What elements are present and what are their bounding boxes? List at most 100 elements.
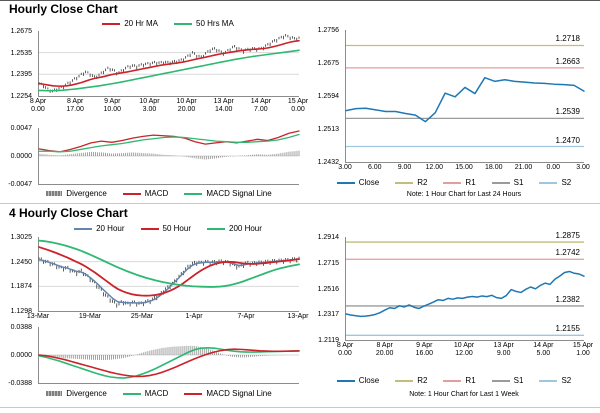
legend-label: R2	[417, 178, 428, 187]
line-swatch-icon	[140, 227, 159, 230]
line-swatch-icon	[184, 392, 203, 395]
line-swatch-icon	[443, 379, 462, 382]
x-tick-label: 7-Apr	[237, 313, 255, 320]
pivot-label-R1: 1.2663	[555, 56, 580, 66]
legend-label: Divergence	[66, 189, 107, 198]
four-hourly-close-plot	[38, 237, 300, 312]
y-tick-label: 1.2675	[10, 28, 32, 35]
legend-label: MACD	[144, 189, 169, 198]
line-swatch-icon	[491, 379, 510, 382]
y-tick-label: 1.2119	[318, 337, 339, 344]
y-tick-label: 1.2395	[10, 71, 32, 79]
y-tick-label: 0.0000	[10, 153, 32, 160]
week-y-axis: 1.2914 1.2715 1.2516 1.2317 1.2119	[306, 234, 342, 344]
four-hourly-ma-legend: 20 Hour 50 Hour 200 Hour	[38, 224, 298, 233]
line-swatch-icon	[539, 181, 558, 184]
hourly-close-plot	[38, 31, 300, 97]
four-hourly-macd-plot	[38, 327, 300, 384]
y-tick-label: 1.2516	[317, 285, 339, 293]
x-tick-label: 10 Apr 20.00	[176, 98, 197, 113]
legend-item-20-hour: 20 Hour	[74, 224, 125, 233]
x-tick-label: 21.00	[514, 164, 533, 171]
line-swatch-icon	[122, 392, 141, 395]
y-tick-label: 1.3025	[10, 234, 32, 241]
legend-label: 200 Hour	[229, 224, 262, 233]
legend-item-50-hour: 50 Hour	[140, 224, 191, 233]
x-tick-label: 13 Apr 9.00	[493, 342, 514, 357]
hourly-x-axis: 8 Apr 0.00 8 Apr 17.00 9 Apr 10.00 10 Apr 3…	[30, 96, 308, 114]
hourly-macd-y-axis: 0.0047 0.0000 -0.0047	[0, 125, 35, 188]
legend-item-s2: S2	[539, 178, 571, 187]
x-tick-label: 9 Apr 16.00	[415, 342, 434, 357]
legend-label: S1	[513, 376, 524, 385]
week-legend: Close R2 R1 S1 S2	[325, 376, 583, 385]
pivot-label-R2: 1.2875	[555, 231, 580, 241]
legend-label: S2	[561, 178, 572, 187]
hourly-y-axis: 1.2675 1.2535 1.2395 1.2254	[0, 28, 35, 100]
four-hourly-close-panel: 4 Hourly Close Chart 20 Hour 50 Hour 200 H…	[0, 204, 308, 413]
x-tick-label: 15 Apr 0.00	[287, 98, 309, 113]
y-tick-label: 1.2535	[10, 49, 32, 57]
four-hourly-macd-y-axis: 0.0388 0.0000 -0.0388	[0, 324, 35, 387]
pivot-label-S2: 1.2155	[555, 324, 580, 334]
y-tick-label: 1.2715	[317, 259, 339, 267]
x-tick-label: 3.00	[338, 164, 352, 171]
section-divider	[0, 203, 600, 204]
x-tick-label: 25-Mar	[130, 313, 154, 320]
x-tick-label: 8 Apr 0.00	[29, 98, 47, 113]
line-swatch-icon	[174, 22, 192, 25]
week-note: Note: 1 Hour Chart for Last 1 Week	[409, 391, 519, 398]
day24-note: Note: 1 Hour Chart for Last 24 Hours	[406, 191, 522, 198]
y-tick-label: 1.2317	[317, 311, 339, 319]
week-close-plot: 1.2875 1.2742 1.2382 1.2155	[345, 231, 585, 341]
x-tick-label: 15 Apr 1.00	[572, 342, 594, 357]
legend-label: S2	[561, 376, 572, 385]
legend-label: Close	[358, 376, 380, 385]
legend-item-s1: S1	[491, 178, 523, 187]
legend-label: R2	[417, 376, 428, 385]
y-tick-label: 1.2675	[317, 60, 339, 67]
legend-item-r1: R1	[443, 376, 476, 385]
hourly-macd-plot	[38, 128, 300, 185]
day24-close-plot: 1.2718 1.2663 1.2539 1.2470	[345, 30, 585, 163]
line-swatch-icon	[122, 192, 141, 195]
week-x-axis: 8 Apr 0.00 8 Apr 20.00 9 Apr 16.00 10 Apr 1…	[337, 340, 593, 358]
hourly-macd-legend: Divergence MACD MACD Signal Line	[20, 189, 298, 198]
y-tick-label: 1.2450	[10, 258, 32, 266]
x-tick-label: 6.00	[367, 164, 382, 171]
y-tick-label: -0.0388	[8, 380, 32, 387]
legend-item-macd: MACD	[122, 189, 169, 198]
x-tick-label: 8 Apr 17.00	[66, 98, 84, 113]
y-tick-label: 1.2914	[317, 234, 339, 241]
pivot-label-S2: 1.2470	[555, 135, 580, 145]
x-tick-label: 14 Apr 7.00	[250, 98, 271, 113]
x-tick-label: 3.00	[576, 164, 590, 171]
legend-item-close: Close	[336, 178, 379, 187]
pivot-label-S1: 1.2382	[555, 294, 580, 304]
y-tick-label: 1.2513	[317, 126, 339, 133]
line-swatch-icon	[539, 379, 558, 382]
legend-item-s1: S1	[491, 376, 524, 385]
y-tick-label: 1.2254	[10, 93, 32, 100]
y-tick-label: 1.1874	[10, 283, 32, 291]
line-swatch-icon	[443, 181, 462, 184]
legend-item-divergence: Divergence	[46, 389, 107, 398]
legend-label: R1	[465, 376, 476, 385]
legend-item-macd-signal-line: MACD Signal Line	[184, 389, 272, 398]
day24-x-axis: 3.00 6.00 9.00 12.00 15.00 18.00 21.00 0.00 3.00	[338, 162, 590, 172]
four-hourly-chart-title: 4 Hourly Close Chart	[9, 206, 128, 220]
legend-label: 50 Hrs MA	[196, 19, 234, 28]
legend-item-macd: MACD	[122, 389, 168, 398]
day24-pivot-panel: 1.2756 1.2675 1.2594 1.2513 1.2432 1.2718 1.2…	[300, 0, 600, 203]
y-tick-label: -0.0047	[8, 181, 32, 188]
line-swatch-icon	[491, 181, 510, 184]
y-tick-label: 1.1298	[10, 308, 32, 315]
pivot-label-S1: 1.2539	[555, 107, 580, 117]
x-tick-label: 12.00	[425, 164, 444, 171]
legend-item-close: Close	[336, 376, 380, 385]
hourly-ma-legend: 20 Hr MA 50 Hrs MA	[38, 19, 298, 28]
y-tick-label: 0.0047	[10, 125, 32, 132]
x-tick-label: 1-Apr	[185, 313, 203, 320]
legend-label: R1	[465, 178, 476, 187]
x-tick-label: 14 Apr 5.00	[533, 342, 554, 357]
